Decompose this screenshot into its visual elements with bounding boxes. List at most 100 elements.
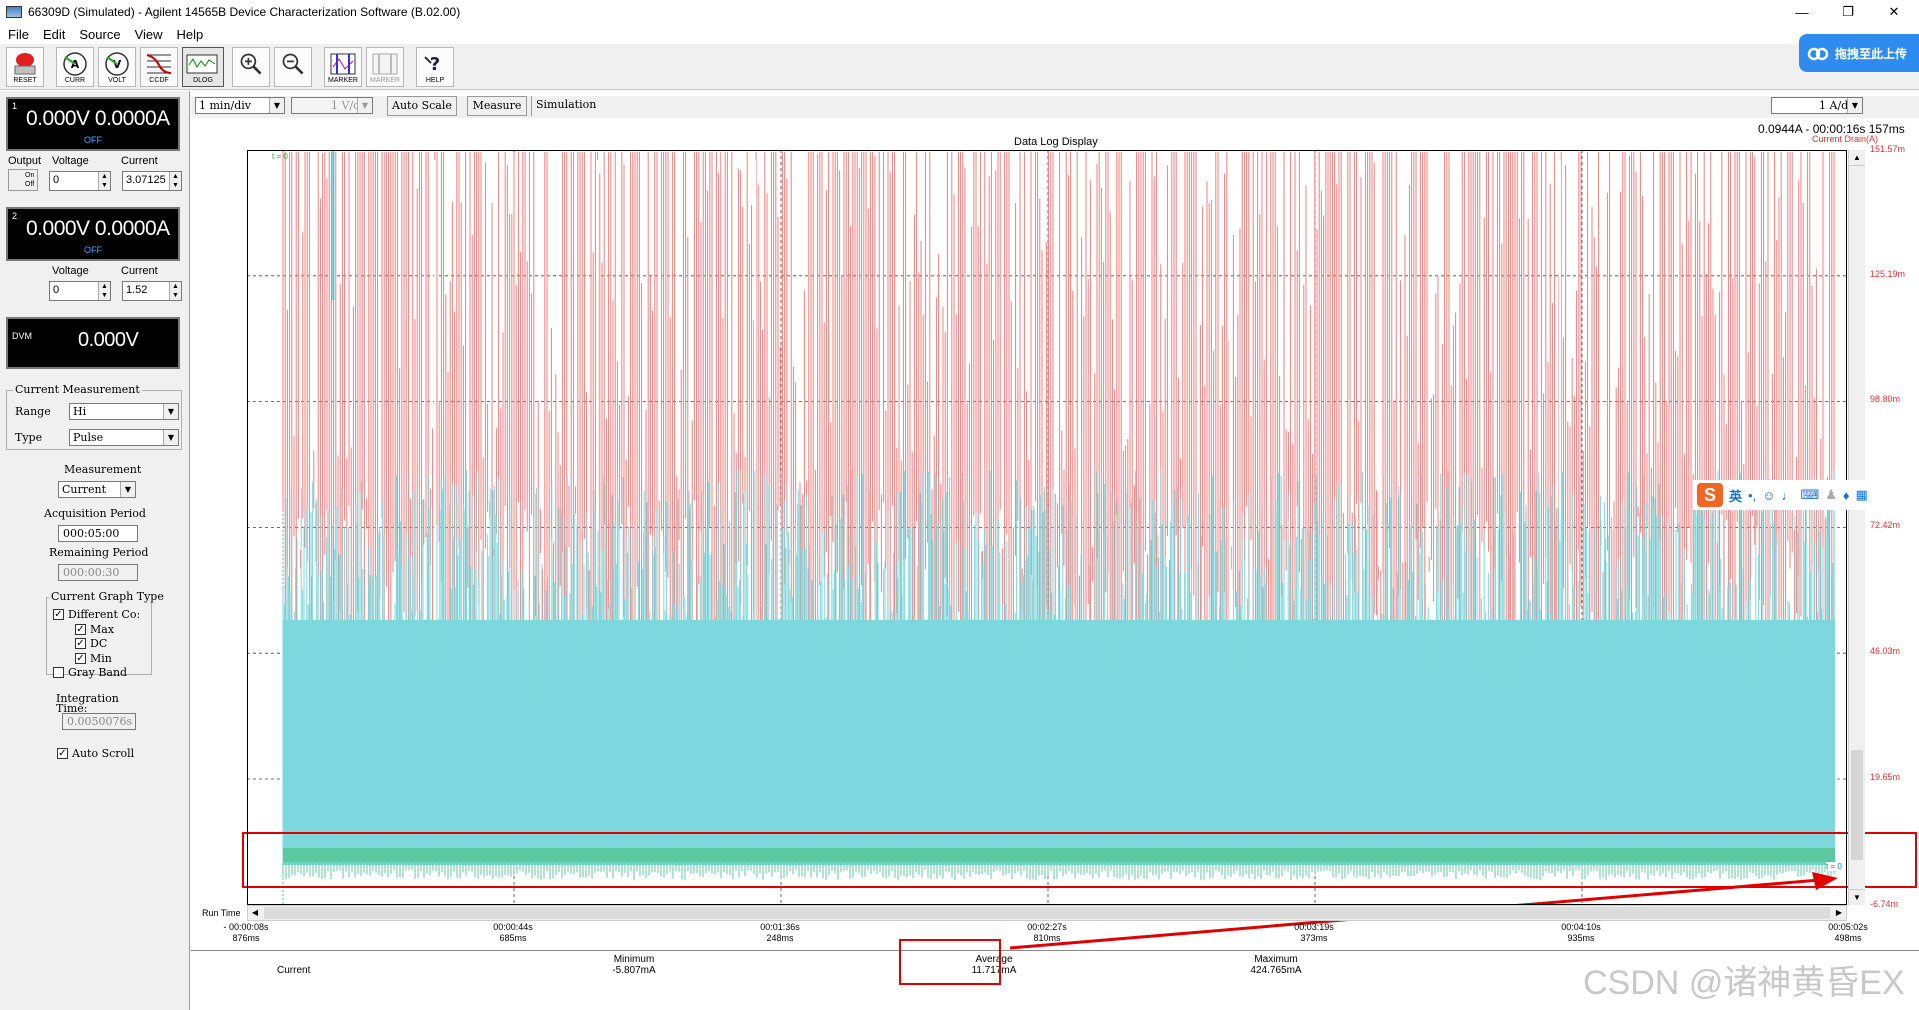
ch2-voltage-label: Voltage xyxy=(52,265,89,277)
zoom-out-button[interactable] xyxy=(274,47,312,87)
menu-view[interactable]: View xyxy=(134,26,163,42)
curr-button[interactable]: A CURR xyxy=(56,47,94,87)
scroll-down-icon[interactable]: ▼ xyxy=(1849,889,1865,905)
menu-edit[interactable]: Edit xyxy=(42,26,66,42)
zoom-in-button[interactable] xyxy=(232,47,270,87)
menu-help[interactable]: Help xyxy=(176,26,204,42)
microphone-icon[interactable]: ♩ xyxy=(1781,487,1795,503)
y-tick-label: 151.57m xyxy=(1870,144,1906,154)
status-maximum: Maximum 424.765mA xyxy=(1250,954,1302,976)
status-minimum: Minimum -5.807mA xyxy=(612,954,656,976)
help-icon: ? xyxy=(424,54,440,75)
x-tick-label: - 00:00:08s 876ms xyxy=(223,922,269,943)
scroll-up-icon[interactable]: ▲ xyxy=(1849,150,1865,166)
emoji-icon[interactable]: ☺ xyxy=(1762,487,1776,503)
dc-checkbox[interactable]: ✓ DC xyxy=(75,637,108,650)
upload-overlay-button[interactable]: 拖拽至此上传 xyxy=(1799,34,1919,72)
type-select[interactable]: Pulse ▼ xyxy=(69,429,179,446)
channel1-state: OFF xyxy=(84,135,102,145)
chevron-down-icon: ▼ xyxy=(163,404,178,419)
ccdf-icon xyxy=(146,54,172,74)
channel2-display: 2 0.000V 0.0000A OFF xyxy=(6,207,180,261)
chevron-down-icon: ▼ xyxy=(269,98,284,113)
ch2-voltage-input[interactable]: 0 ▲ ▼ xyxy=(49,281,111,301)
punctuation-icon[interactable]: •, xyxy=(1748,487,1757,503)
volt-button[interactable]: V VOLT xyxy=(98,47,136,87)
channel2-number: 2 xyxy=(12,211,18,221)
menu-source[interactable]: Source xyxy=(79,26,121,42)
vertical-scrollbar[interactable]: ▲ ▼ xyxy=(1848,150,1865,905)
gray-band-checkbox[interactable]: Gray Band xyxy=(53,666,127,679)
chevron-down-icon: ▼ xyxy=(120,482,135,497)
skin-icon[interactable]: ♦ xyxy=(1842,487,1850,503)
amp-div-select[interactable]: 1 A/di ▼ xyxy=(1771,97,1863,114)
t0-label: t = 0 xyxy=(272,152,288,161)
x-tick-label: 00:01:36s 248ms xyxy=(760,922,800,943)
min-checkbox[interactable]: ✓ Min xyxy=(75,652,112,665)
help-button[interactable]: ? HELP xyxy=(416,47,454,87)
dvm-display: DVM 0.000V xyxy=(6,317,180,369)
simulation-label: Simulation xyxy=(531,96,601,116)
plot-title: Data Log Display xyxy=(1014,136,1098,148)
measurement-select[interactable]: Current ▼ xyxy=(58,481,136,498)
marker-button[interactable]: MARKER xyxy=(324,47,362,87)
output-toggle[interactable]: On Off xyxy=(8,169,38,191)
measure-button[interactable]: Measure xyxy=(467,96,527,116)
reset-button[interactable]: RESET xyxy=(6,47,44,87)
keyboard-icon[interactable]: ⌨ xyxy=(1800,487,1820,502)
ime-toolbar[interactable]: S 英 •, ☺ ♩ ⌨ ♟ ♦ ▦ xyxy=(1693,480,1919,510)
x-tick-label: 00:04:10s 935ms xyxy=(1561,922,1601,943)
current-measurement-group: Current Measurement Range Hi ▼ Type Pulse… xyxy=(6,383,182,450)
measurement-title: Measurement xyxy=(64,463,142,476)
horizontal-scrollbar[interactable]: ◀ ▶ xyxy=(247,905,1847,921)
ch2-current-input[interactable]: 1.52 ▲ ▼ xyxy=(122,281,182,301)
different-colors-checkbox[interactable]: ✓ Different Co: xyxy=(53,608,141,621)
y-tick-label: 98.80m xyxy=(1870,394,1901,404)
marker-disabled-button[interactable]: MARKER xyxy=(366,47,404,87)
graph-type-group: Current Graph Type ✓ Different Co: ✓ Max ✓… xyxy=(46,590,166,679)
scroll-right-icon[interactable]: ▶ xyxy=(1835,908,1843,917)
chevron-down-icon: ▼ xyxy=(357,98,372,113)
time-div-select[interactable]: 1 min/div ▼ xyxy=(195,97,285,114)
y-tick-label: 19.65m xyxy=(1870,772,1901,782)
max-checkbox[interactable]: ✓ Max xyxy=(75,623,115,636)
ch1-voltage-input[interactable]: 0 ▲ ▼ xyxy=(49,171,111,191)
window-title: 66309D (Simulated) - Agilent 14565B Devi… xyxy=(28,5,461,19)
dlog-icon xyxy=(186,54,218,74)
output-on-label: On xyxy=(25,172,35,179)
scroll-left-icon[interactable]: ◀ xyxy=(251,908,259,917)
dlog-button[interactable]: DLOG xyxy=(182,47,224,87)
plot-frame xyxy=(247,150,1847,905)
arrow-head xyxy=(1812,872,1838,890)
auto-scroll-checkbox[interactable]: ✓ Auto Scroll xyxy=(57,747,135,760)
chevron-down-icon: ▼ xyxy=(163,430,178,445)
close-button[interactable]: ✕ xyxy=(1888,4,1900,19)
vertical-scroll-thumb[interactable] xyxy=(1851,750,1863,860)
zoom-out-icon xyxy=(282,53,304,75)
range-select[interactable]: Hi ▼ xyxy=(69,403,179,420)
output-off-label: Off xyxy=(25,181,35,188)
maximize-button[interactable]: ❐ xyxy=(1842,4,1854,19)
user-icon[interactable]: ♟ xyxy=(1825,487,1837,502)
marker-icon xyxy=(330,53,356,75)
menu-bar: File Edit Source View Help xyxy=(0,24,1919,44)
output-label: Output xyxy=(8,155,42,167)
acquisition-input[interactable]: 000:05:00 xyxy=(58,525,138,542)
channel1-number: 1 xyxy=(12,101,18,111)
ch1-current-input[interactable]: 3.07125 ▲ ▼ xyxy=(122,171,182,191)
remaining-field: 000:00:30 xyxy=(58,564,138,581)
auto-scale-button[interactable]: Auto Scale xyxy=(387,96,457,116)
horizontal-scroll-thumb[interactable] xyxy=(264,907,1830,919)
x-tick-label: 00:00:44s 685ms xyxy=(493,922,533,943)
toolbox-icon[interactable]: ▦ xyxy=(1855,487,1868,502)
minimize-button[interactable]: — xyxy=(1795,4,1809,20)
upload-overlay-label: 拖拽至此上传 xyxy=(1835,46,1908,61)
volt-div-select[interactable]: 1 V/di ▼ xyxy=(291,97,373,114)
menu-file[interactable]: File xyxy=(8,26,29,42)
remaining-title: Remaining Period xyxy=(49,546,149,559)
reset-icon xyxy=(14,53,36,75)
ime-language-label[interactable]: 英 xyxy=(1729,488,1743,504)
ccdf-button[interactable]: CCDF xyxy=(140,47,178,87)
svg-text:A: A xyxy=(71,58,80,71)
